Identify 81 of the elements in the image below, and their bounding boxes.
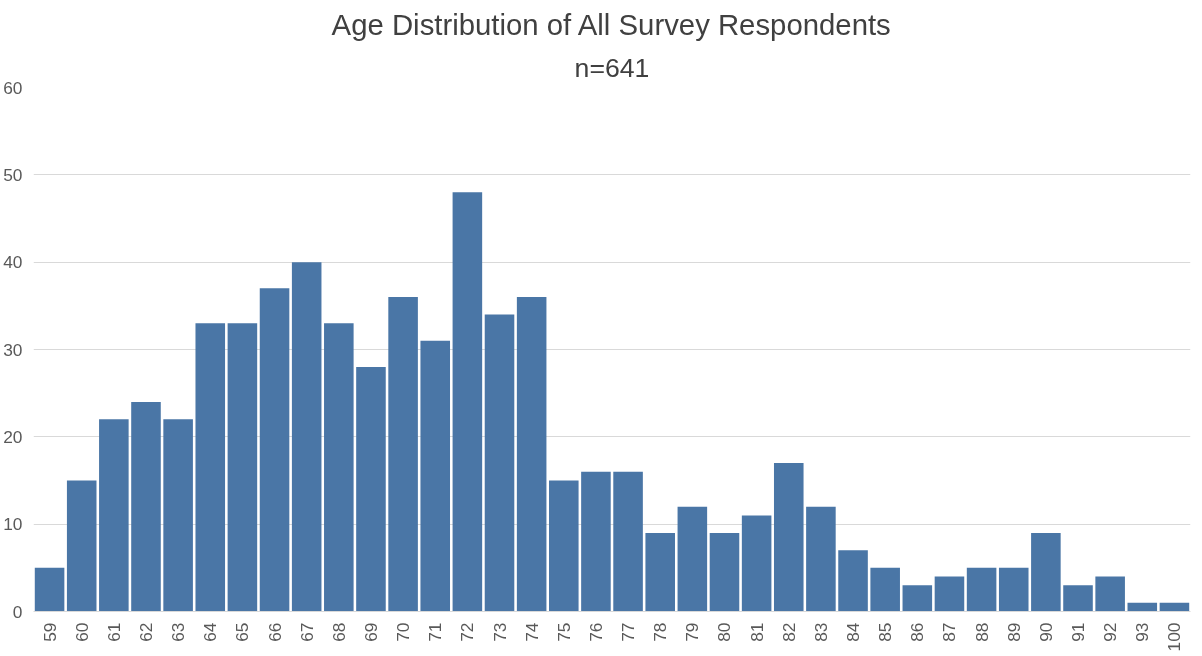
chart-title: Age Distribution of All Survey Respondents: [331, 7, 891, 41]
bar: [773, 463, 804, 612]
y-tick-label: 30: [3, 339, 23, 360]
x-tick-label: 89: [1003, 622, 1024, 642]
bar: [1095, 576, 1125, 612]
x-tick-label: 79: [682, 622, 703, 642]
x-tick-label: 64: [200, 622, 221, 642]
bar: [34, 567, 65, 612]
bar: [388, 297, 418, 612]
x-tick-label: 74: [521, 622, 542, 642]
bar: [516, 297, 547, 612]
y-tick-label: 60: [3, 77, 23, 98]
bar: [99, 419, 129, 612]
x-tick-label: 84: [843, 622, 864, 642]
bar: [966, 567, 997, 612]
bar: [324, 323, 354, 612]
x-tick-label: 71: [425, 622, 446, 642]
x-tick-label: 77: [618, 622, 639, 642]
bar: [484, 314, 515, 612]
bar: [1159, 602, 1190, 612]
x-tick-label: 75: [553, 622, 574, 642]
bar: [1031, 532, 1061, 612]
bar: [838, 550, 868, 612]
bar: [806, 506, 836, 612]
y-tick-label: 50: [3, 164, 23, 185]
x-tick-label: 82: [778, 622, 799, 642]
x-tick-label: 80: [714, 622, 735, 642]
bar: [613, 471, 643, 612]
x-tick-label: 62: [135, 622, 156, 642]
x-tick-label: 100: [1164, 622, 1185, 652]
x-tick-label: 93: [1132, 622, 1153, 642]
x-tick-label: 69: [360, 622, 381, 642]
x-tick-label: 60: [71, 622, 92, 642]
bar: [902, 585, 933, 612]
x-tick-label: 70: [393, 622, 414, 642]
x-tick-label: 83: [810, 622, 831, 642]
x-tick-label: 87: [939, 622, 960, 642]
bar: [645, 532, 675, 612]
x-tick-label: 85: [875, 622, 896, 642]
bar: [1127, 602, 1158, 612]
x-tick-label: 68: [328, 622, 349, 642]
bar: [195, 323, 226, 612]
x-tick-label: 72: [457, 622, 478, 642]
chart-subtitle: n=641: [574, 52, 650, 83]
bar: [709, 532, 740, 612]
bar: [1063, 585, 1093, 612]
bar: [163, 419, 193, 612]
bar: [131, 401, 161, 612]
x-tick-label: 76: [585, 622, 606, 642]
bar: [259, 288, 290, 612]
bar: [998, 567, 1029, 612]
bar: [581, 471, 611, 612]
y-tick-label: 10: [3, 514, 23, 535]
bar: [549, 480, 579, 612]
bar: [66, 480, 97, 612]
bar: [227, 323, 258, 612]
bar: [677, 506, 708, 612]
x-tick-label: 67: [296, 622, 317, 642]
x-tick-label: 65: [232, 622, 253, 642]
y-tick-label: 0: [12, 601, 23, 622]
x-tick-label: 88: [971, 622, 992, 642]
bar: [452, 192, 483, 612]
bar: [420, 340, 451, 612]
x-tick-label: 90: [1035, 622, 1056, 642]
x-tick-label: 61: [103, 622, 124, 642]
x-tick-label: 63: [168, 622, 189, 642]
x-tick-label: 59: [39, 622, 60, 642]
bar: [870, 567, 900, 612]
x-tick-label: 92: [1100, 622, 1121, 642]
x-tick-label: 86: [907, 622, 928, 642]
x-tick-label: 73: [489, 622, 510, 642]
y-tick-label: 20: [3, 426, 23, 447]
bar: [356, 366, 386, 612]
x-tick-label: 66: [264, 622, 285, 642]
bar: [291, 262, 322, 612]
x-tick-label: 81: [746, 622, 767, 642]
bar: [934, 576, 965, 612]
y-tick-label: 40: [3, 252, 23, 273]
x-tick-label: 91: [1068, 622, 1089, 642]
bar: [741, 515, 772, 612]
x-tick-label: 78: [650, 622, 671, 642]
